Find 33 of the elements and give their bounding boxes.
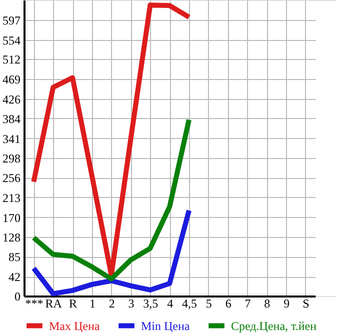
y-tick-label: 384 xyxy=(2,112,20,126)
y-tick-label: 469 xyxy=(2,72,20,87)
x-tick-label: *** xyxy=(25,296,44,310)
x-tick-label: 7 xyxy=(244,296,251,310)
x-tick-label: 8 xyxy=(264,296,270,310)
y-tick-label: 256 xyxy=(2,171,20,186)
x-tick-label: 3 xyxy=(128,296,134,310)
y-tick-label: 0 xyxy=(14,290,20,304)
y-tick-label: 426 xyxy=(2,92,20,106)
y-tick-label: 85 xyxy=(8,250,20,264)
y-tick-label: 597 xyxy=(2,13,20,28)
x-tick-label: 4,5 xyxy=(182,296,198,310)
x-tick-label: RA xyxy=(45,296,62,310)
y-tick-label: 341 xyxy=(2,132,20,146)
y-tick-label: 512 xyxy=(2,52,20,67)
x-tick-label: R xyxy=(69,296,78,310)
y-tick-label: 213 xyxy=(2,190,20,205)
x-tick-label: 6 xyxy=(225,296,232,310)
y-tick-label: 128 xyxy=(2,230,20,244)
x-tick-label: 5 xyxy=(206,296,212,310)
x-tick-label: S xyxy=(302,296,310,310)
y-tick-label: 298 xyxy=(2,152,20,166)
legend-label: Min Цена xyxy=(141,318,190,333)
x-tick-label: 9 xyxy=(284,296,290,310)
x-tick-label: 4 xyxy=(167,296,174,310)
legend-label: Сред.Цена, т.йен xyxy=(231,318,318,333)
x-tick-label: 3,5 xyxy=(143,296,158,310)
x-tick-label: 2 xyxy=(108,296,115,310)
y-tick-label: 42 xyxy=(8,270,20,284)
y-tick-label: 170 xyxy=(2,210,20,225)
x-tick-label: 1 xyxy=(89,296,96,310)
legend-label: Max Цена xyxy=(49,318,100,333)
y-tick-label: 554 xyxy=(2,33,20,48)
